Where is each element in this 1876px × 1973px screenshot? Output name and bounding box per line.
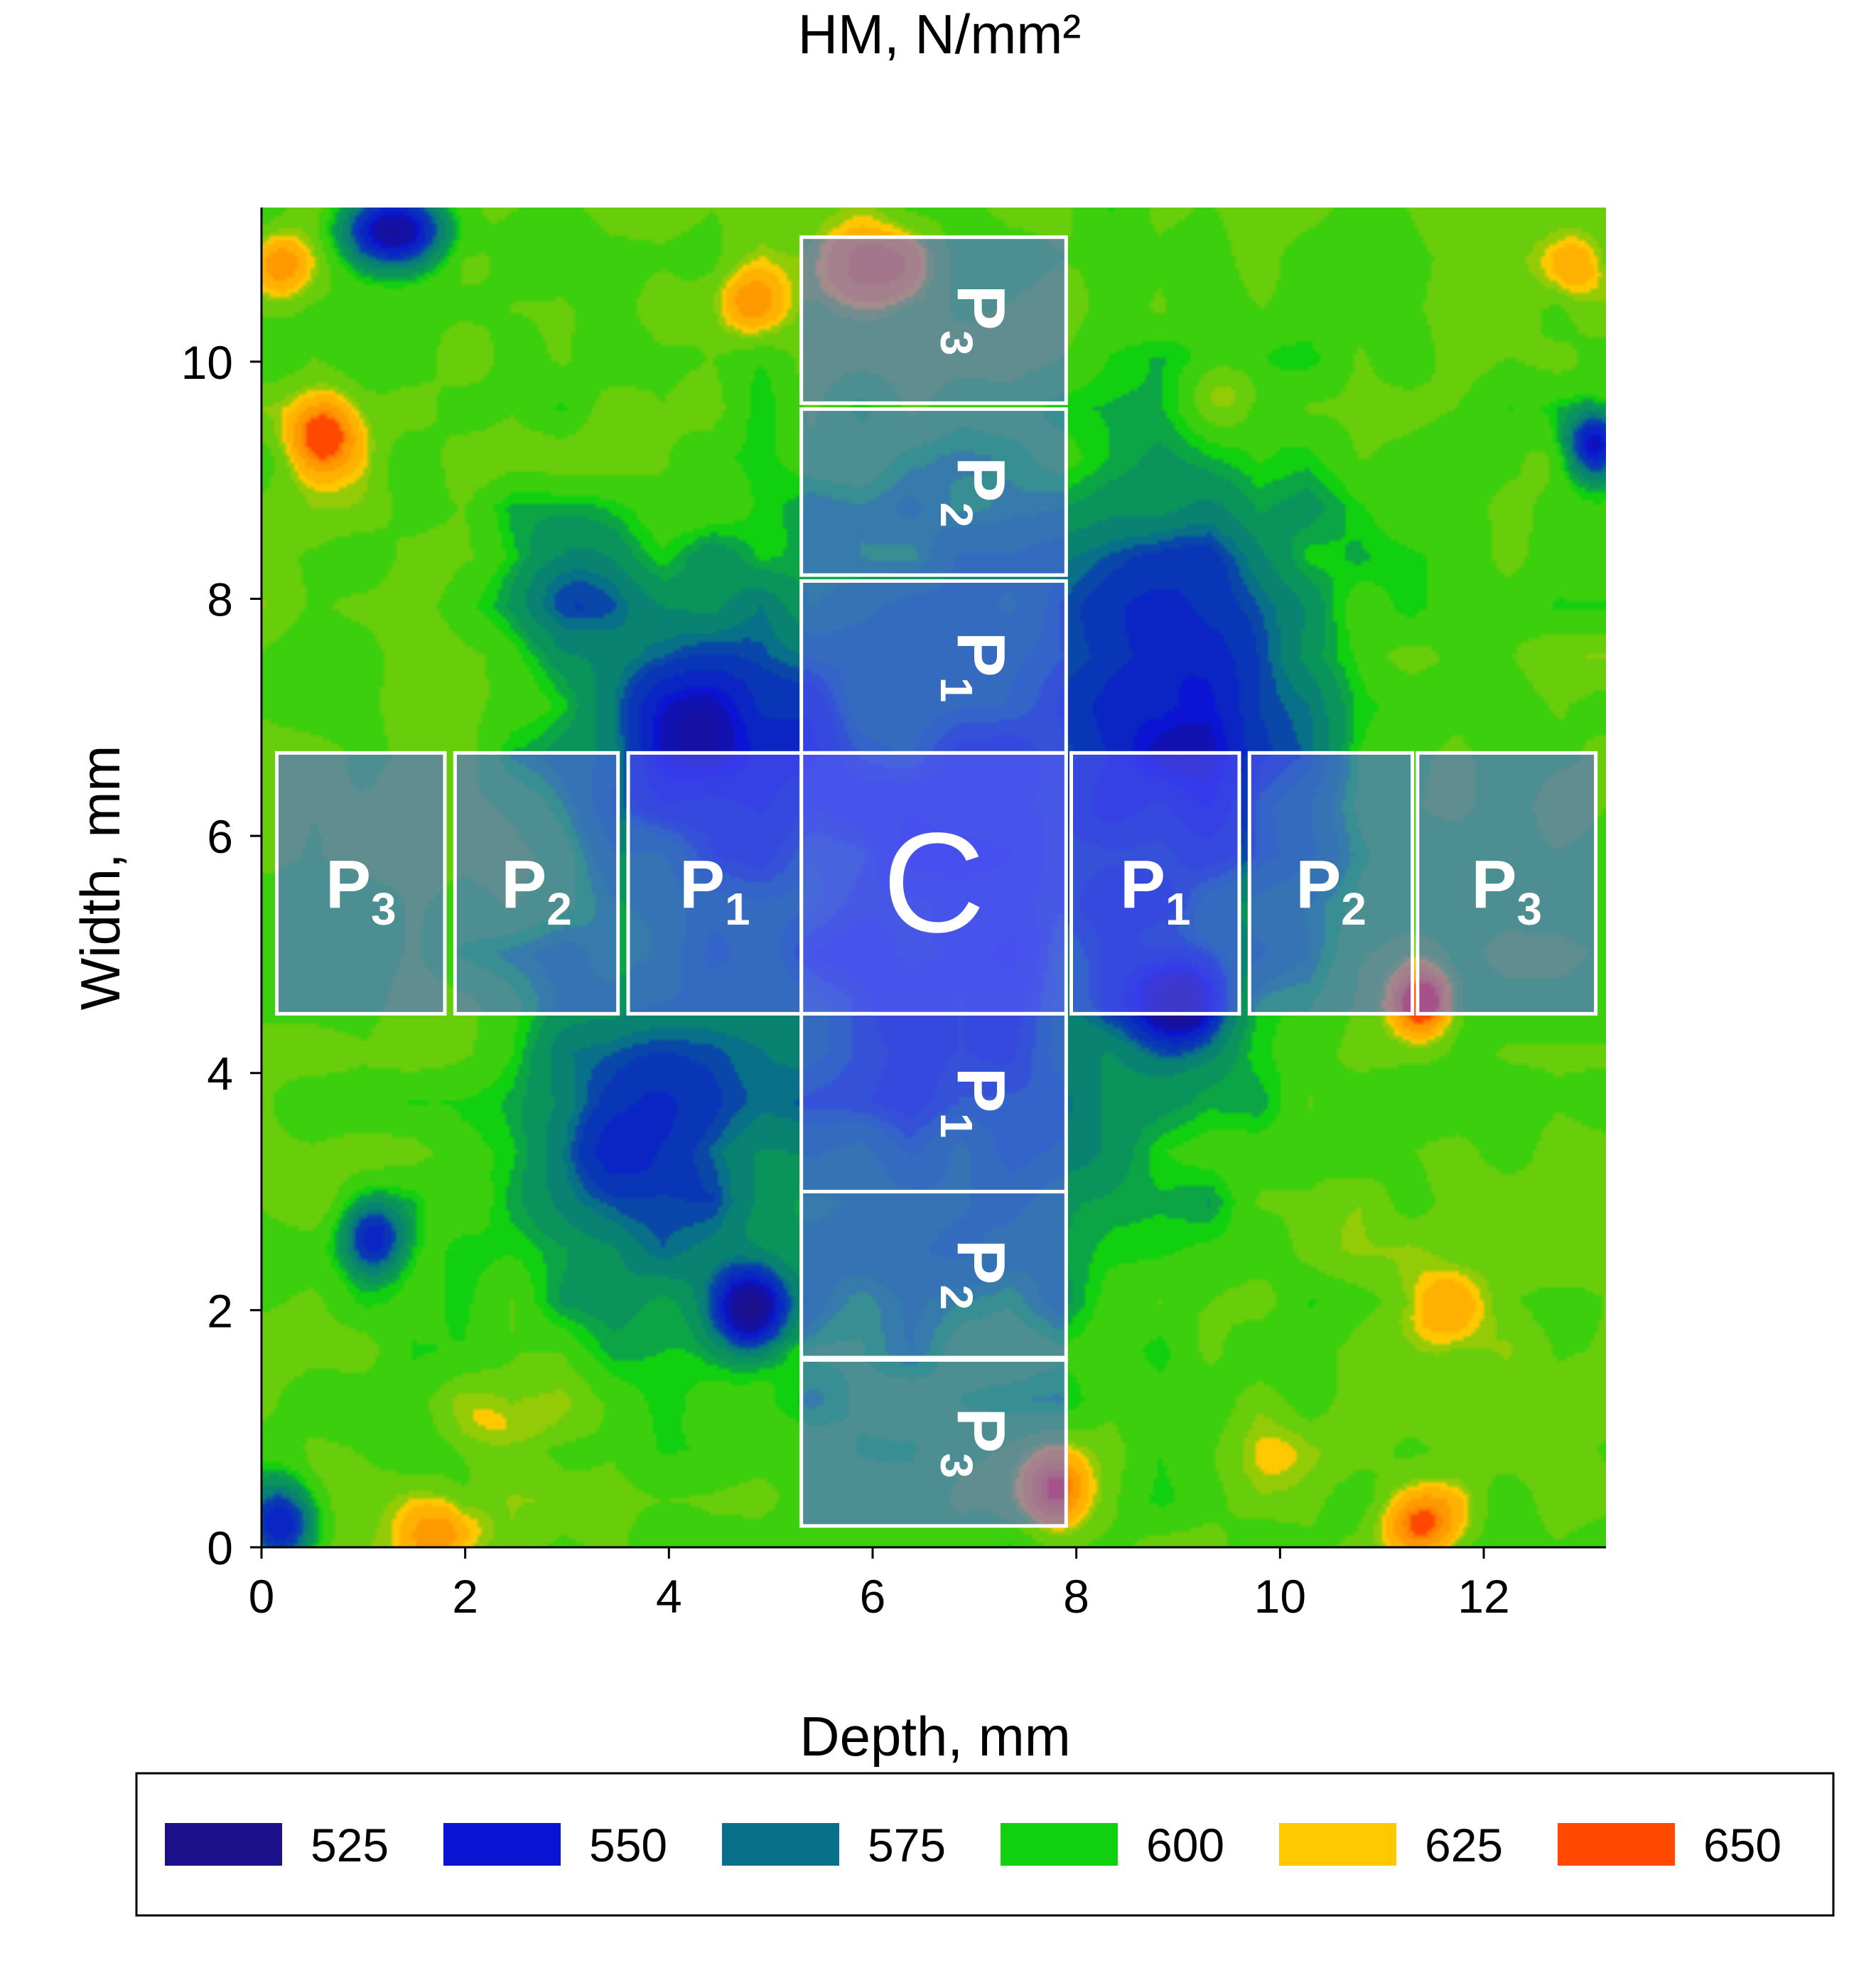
region-L2: P2 — [453, 751, 620, 1016]
region-B2: P2 — [799, 1190, 1068, 1360]
x-ticks: 0 2 4 6 8 10 12 — [249, 1547, 1510, 1623]
region-label: P2 — [1295, 846, 1366, 935]
region-box — [626, 751, 804, 1016]
legend: 525 550 575 600 625 650 — [165, 1819, 1781, 1871]
region-T3: P3 — [799, 235, 1068, 405]
region-L1: P1 — [626, 751, 804, 1016]
y-axis-label: Width, mm — [69, 746, 131, 1011]
legend-swatch-525 — [165, 1823, 282, 1866]
x-tick-label: 8 — [1063, 1570, 1089, 1623]
region-box — [1069, 751, 1241, 1016]
region-subscript: 2 — [931, 1285, 982, 1311]
legend-label-575: 575 — [868, 1819, 946, 1871]
region-T2: P2 — [799, 407, 1068, 577]
x-axis-label: Depth, mm — [799, 1705, 1070, 1768]
region-subscript: 1 — [931, 677, 982, 703]
region-label: P2 — [931, 457, 1019, 528]
region-label: C — [883, 804, 985, 962]
region-R3: P3 — [1416, 751, 1598, 1016]
y-tick-label: 8 — [207, 573, 233, 625]
region-box — [1416, 751, 1598, 1016]
legend-label-525: 525 — [311, 1819, 389, 1871]
region-label: P1 — [931, 632, 1019, 703]
y-tick-label: 0 — [207, 1522, 233, 1574]
legend-box — [135, 1772, 1835, 1917]
region-L3: P3 — [275, 751, 447, 1016]
region-box — [1247, 751, 1415, 1016]
y-tick-label: 2 — [207, 1284, 233, 1337]
x-tick-label: 4 — [656, 1570, 682, 1623]
region-R1: P1 — [1069, 751, 1241, 1016]
chart-title: HM, N/mm² — [798, 3, 1082, 65]
x-tick-label: 12 — [1457, 1570, 1509, 1623]
legend-label-650: 650 — [1703, 1819, 1781, 1871]
region-C: C — [799, 751, 1068, 1016]
region-label: P3 — [931, 1407, 1019, 1478]
region-box — [799, 1190, 1068, 1360]
region-subscript: 2 — [1341, 883, 1366, 935]
region-subscript: 1 — [931, 1113, 982, 1139]
legend-swatch-550 — [443, 1823, 561, 1866]
region-B3: P3 — [799, 1358, 1068, 1528]
legend-label-625: 625 — [1425, 1819, 1503, 1871]
region-label: P1 — [931, 1068, 1019, 1139]
y-tick-label: 10 — [181, 336, 233, 389]
region-label: P1 — [679, 846, 750, 935]
region-label: P2 — [931, 1240, 1019, 1311]
legend-label-600: 600 — [1146, 1819, 1224, 1871]
region-subscript: 2 — [931, 502, 982, 528]
legend-swatch-575 — [722, 1823, 839, 1866]
region-label: P3 — [325, 846, 397, 935]
region-overlays: C P1 P2 P3 P1 P2 P3 P1 P2 P3 P1 P2 P3 — [275, 235, 1598, 1528]
region-R2: P2 — [1247, 751, 1415, 1016]
legend-swatch-625 — [1279, 1823, 1396, 1866]
x-tick-label: 10 — [1254, 1570, 1306, 1623]
x-tick-label: 0 — [249, 1570, 275, 1623]
x-tick-label: 2 — [452, 1570, 478, 1623]
region-subscript: 3 — [371, 883, 397, 935]
region-subscript: 2 — [546, 883, 572, 935]
region-T1: P1 — [799, 579, 1068, 755]
legend-swatch-650 — [1558, 1823, 1675, 1866]
region-label: P1 — [1120, 846, 1191, 935]
region-box — [799, 1358, 1068, 1528]
region-box — [799, 751, 1068, 1016]
y-tick-label: 6 — [207, 810, 233, 863]
y-ticks: 0 2 4 6 8 10 — [181, 336, 262, 1574]
region-box — [453, 751, 620, 1016]
legend-label-550: 550 — [589, 1819, 667, 1871]
region-subscript: 3 — [931, 330, 982, 356]
axes — [260, 208, 1606, 1549]
region-B1: P1 — [799, 1011, 1068, 1194]
region-label: P2 — [501, 846, 572, 935]
region-box — [799, 1011, 1068, 1194]
region-subscript: 3 — [1516, 883, 1542, 935]
region-label: P3 — [1471, 846, 1542, 935]
region-box — [799, 407, 1068, 577]
region-box — [799, 235, 1068, 405]
region-subscript: 3 — [931, 1453, 982, 1478]
legend-swatch-600 — [1001, 1823, 1118, 1866]
x-tick-label: 6 — [860, 1570, 886, 1623]
region-box — [799, 579, 1068, 755]
region-label: P3 — [931, 285, 1019, 356]
y-tick-label: 4 — [207, 1048, 233, 1100]
region-subscript: 1 — [1165, 883, 1191, 935]
region-subscript: 1 — [725, 883, 750, 935]
region-box — [275, 751, 447, 1016]
